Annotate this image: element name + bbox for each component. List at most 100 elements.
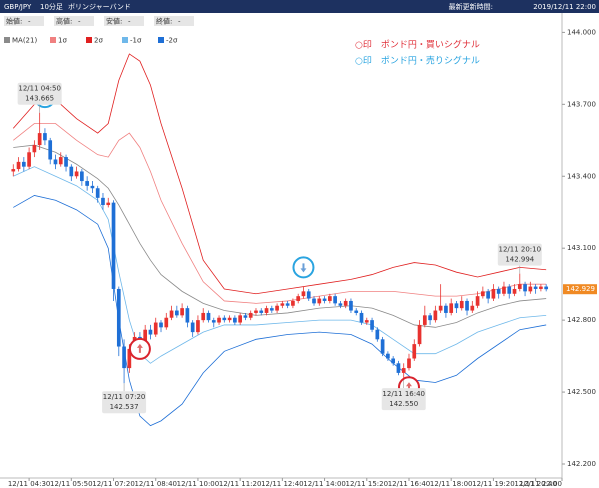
x-tick-label: 12/11 16:40 [388, 480, 431, 488]
candle-body [322, 298, 327, 301]
candle-body [116, 288, 121, 347]
signal-arrow [300, 263, 307, 273]
header-bar [0, 0, 599, 13]
band-line [13, 166, 547, 364]
candle-body [444, 305, 448, 313]
candle-body [106, 202, 111, 206]
candle-body [27, 152, 31, 167]
candle-body [190, 322, 195, 333]
y-tick-label: 143.400 [567, 172, 596, 180]
candle-body [523, 284, 527, 292]
candle-body [69, 166, 74, 177]
candle-body [412, 344, 417, 359]
updated: 2019/12/11 22:00 [533, 3, 596, 11]
candle-body [196, 320, 200, 333]
x-tick-label: 12/11 18:00 [430, 480, 473, 488]
x-tick-label: 12/11 10:00 [177, 480, 220, 488]
candle-body [201, 312, 206, 321]
candle-body [122, 346, 126, 369]
candle-body [459, 300, 464, 309]
candle-body [254, 310, 258, 313]
candle-body [95, 188, 100, 198]
callout-time: 12/11 16:40 [382, 390, 425, 398]
candle-body [364, 320, 369, 323]
band-line [13, 123, 547, 304]
signal-arrow [405, 382, 412, 392]
pair: GBP/JPY [4, 3, 32, 11]
y-tick-label: 142.500 [567, 388, 596, 396]
candle-body [58, 157, 63, 165]
candle-body [32, 145, 37, 153]
band-line [13, 195, 547, 427]
candle-body [238, 315, 242, 323]
candle-body [528, 286, 533, 292]
candle-body [269, 308, 274, 311]
legend-label: 2σ [94, 37, 103, 45]
x-tick-label: 12/11 07:20 [92, 480, 135, 488]
candle-body [206, 312, 211, 321]
signal-arrow [136, 343, 143, 353]
y-tick-label: 142.200 [567, 460, 596, 468]
candle-body [449, 303, 454, 313]
callout-value: 142.550 [389, 400, 418, 408]
x-tick-label: 12/11 15:20 [345, 480, 388, 488]
candle-body [222, 317, 227, 321]
candle-body [185, 308, 190, 323]
candle-body [85, 181, 89, 186]
candle-body [211, 320, 216, 323]
candle-body [37, 133, 42, 146]
legend-swatch [50, 37, 56, 43]
candle-body [454, 303, 459, 309]
candle-body [153, 322, 158, 335]
x-tick-label: 12/11 05:50 [50, 480, 93, 488]
candle-body [375, 329, 380, 340]
legend-label: MA(21) [12, 37, 37, 45]
candle-body [143, 329, 148, 345]
candle-body [264, 308, 269, 313]
candle-body [401, 368, 406, 373]
candle-body [64, 157, 68, 167]
candle-body [127, 348, 132, 369]
candle-body [169, 310, 174, 318]
candle-body [148, 329, 153, 335]
candle-body [217, 317, 221, 323]
candle-body [496, 288, 501, 294]
candle-body [317, 298, 322, 304]
candle-body [11, 169, 16, 172]
candle-body [428, 315, 432, 321]
candle-body [343, 300, 348, 306]
x-tick-label: 12/11 08:40 [134, 480, 177, 488]
candle-body [111, 202, 116, 289]
signal-note: ○印 ポンド円・売りシグナル [355, 55, 480, 67]
candle-body [164, 317, 169, 328]
candle-body [259, 310, 264, 313]
field-box [104, 16, 144, 26]
candle-body [407, 358, 411, 369]
legend-swatch [122, 37, 128, 43]
candle-body [16, 161, 21, 170]
candle-body [486, 291, 490, 299]
callout-box [17, 82, 62, 105]
indicator: ボリンジャーバンド [68, 3, 131, 11]
x-tick-label: 12/11 19:20 [472, 480, 515, 488]
candle-body [275, 305, 279, 311]
candle-body [533, 286, 538, 289]
candle-body [90, 185, 95, 189]
field-label: 安値: [106, 17, 122, 26]
legend-swatch [4, 37, 10, 43]
candle-body [380, 339, 385, 354]
candle-body [391, 358, 396, 364]
candle-body [417, 324, 422, 345]
x-tick-label: 12/11 04:30 [8, 480, 51, 488]
candle-body [470, 305, 475, 311]
field-value: - [128, 18, 131, 26]
candle-body [80, 171, 84, 182]
candle-body [306, 291, 311, 299]
callout-value: 142.994 [505, 256, 534, 264]
candle-body [328, 296, 332, 301]
candle-body [438, 305, 443, 311]
candle-body [291, 300, 295, 306]
candle-body [544, 286, 549, 290]
field-box [4, 16, 44, 26]
field-label: 始値: [6, 17, 22, 26]
